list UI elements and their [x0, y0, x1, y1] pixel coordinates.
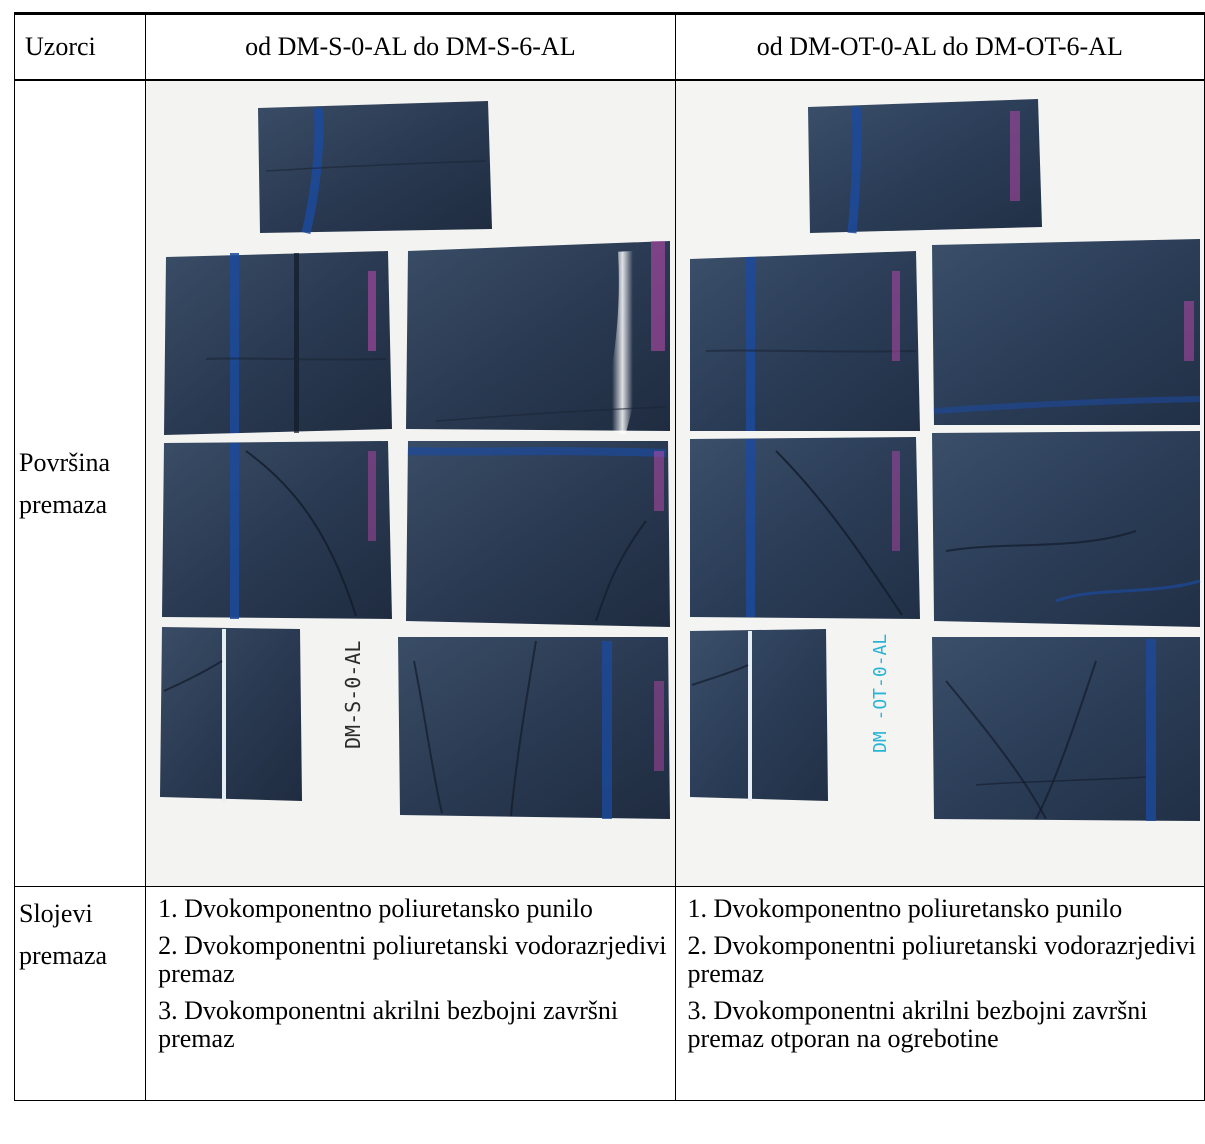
- panel-a-r3-right: [406, 441, 671, 627]
- layer-a-3: 3. Dvokomponentni akrilni bezbojni završ…: [158, 996, 619, 1053]
- samples-table: Uzorci od DM-S-0-AL do DM-S-6-AL od DM-O…: [13, 12, 1205, 1101]
- header-samples-label: Uzorci: [13, 12, 147, 81]
- layers-row-label: Slojevi premaza: [13, 886, 147, 1101]
- panel-b-r4-right: [931, 637, 1200, 821]
- panel-a-r2-left: [164, 251, 393, 435]
- surface-label-line2: premaza: [19, 489, 108, 519]
- panel-a-r4-left: [160, 627, 303, 801]
- sample-mark-b: DM -OT-0-AL: [870, 634, 891, 753]
- panel-b-r3-right: [931, 431, 1200, 627]
- surface-row: Površina premaza: [13, 79, 1205, 887]
- panel-b-r2-left: [689, 251, 920, 431]
- layers-column-a: 1. Dvokomponentno poliuretansko punilo 2…: [145, 886, 676, 1101]
- sample-mark-a: DM-S-0-AL: [341, 641, 365, 749]
- surface-photo-a: DM-S-0-AL: [145, 79, 676, 887]
- surface-row-label: Površina premaza: [13, 79, 147, 887]
- panel-a-r4-right: [398, 637, 671, 819]
- header-row: Uzorci od DM-S-0-AL do DM-S-6-AL od DM-O…: [13, 12, 1205, 81]
- photo-b-image: DM -OT-0-AL: [676, 81, 1204, 886]
- panel-b-r4-left: [689, 629, 828, 801]
- layer-a-1: 1. Dvokomponentno poliuretansko punilo: [158, 894, 593, 923]
- surface-photo-b: DM -OT-0-AL: [674, 79, 1205, 887]
- panel-b-top: [807, 99, 1042, 234]
- panel-a-r2-right: [406, 241, 671, 435]
- layers-label-line2: premaza: [19, 941, 108, 970]
- layers-column-b: 1. Dvokomponentno poliuretansko punilo 2…: [674, 886, 1205, 1101]
- layer-b-1: 1. Dvokomponentno poliuretansko punilo: [687, 894, 1123, 923]
- header-column-b: od DM-OT-0-AL do DM-OT-6-AL: [674, 12, 1205, 81]
- panel-b-r3-left: [689, 437, 920, 619]
- panel-a-r3-left: [162, 441, 393, 619]
- header-column-a: od DM-S-0-AL do DM-S-6-AL: [145, 12, 676, 81]
- panel-a-top: [258, 101, 493, 235]
- layer-b-2: 2. Dvokomponentni poliuretanski vodorazr…: [687, 931, 1196, 988]
- panel-b-r2-right: [931, 239, 1200, 425]
- layers-label-line1: Slojevi: [19, 899, 93, 928]
- surface-label-line1: Površina: [19, 447, 110, 477]
- layer-b-3: 3. Dvokomponentni akrilni bezbojni završ…: [687, 996, 1148, 1053]
- photo-a-image: DM-S-0-AL: [146, 81, 675, 886]
- layer-a-2: 2. Dvokomponentni poliuretanski vodorazr…: [158, 931, 667, 988]
- layers-row: Slojevi premaza 1. Dvokomponentno poliur…: [13, 886, 1205, 1101]
